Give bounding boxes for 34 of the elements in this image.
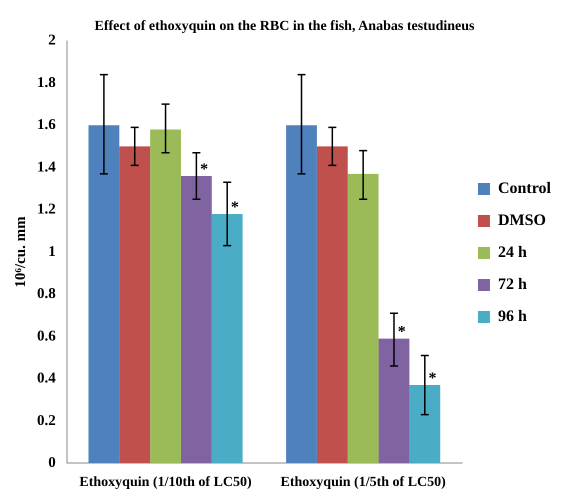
data-label: *: [398, 324, 406, 341]
y-axis-title: 10⁶/cu. mm: [12, 216, 29, 288]
chart-title: Effect of ethoxyquin on the RBC in the fish, Anabas testudineus: [94, 19, 476, 34]
y-tick-label: 0.2: [37, 412, 56, 429]
legend-label: 24 h: [498, 244, 527, 262]
legend-label: DMSO: [498, 212, 546, 230]
y-tick-label: 0.6: [37, 328, 56, 344]
bar: [348, 174, 379, 464]
bar: [378, 338, 410, 464]
y-tick-label: 0: [48, 455, 56, 472]
x-tick-label: Ethoxyquin (1/10th of LC50): [79, 475, 252, 490]
bar: [316, 146, 348, 464]
y-tick-label: 1.2: [37, 202, 56, 218]
bar: [286, 125, 317, 464]
y-tick-label: 1: [48, 244, 56, 260]
y-tick-label: 1.8: [37, 74, 56, 91]
legend-label: 72 h: [498, 276, 527, 294]
y-tick-label: 1.4: [37, 159, 56, 176]
bar: [409, 385, 440, 464]
y-tick-label: 1.6: [37, 117, 56, 134]
legend-label: 96 h: [498, 308, 527, 326]
legend-label: Control: [498, 180, 552, 198]
bar: [180, 176, 212, 464]
y-tick-label: 0.4: [37, 370, 56, 387]
data-label: *: [230, 199, 239, 216]
x-tick-label: Ethoxyquin (1/5th of LC50): [280, 475, 446, 490]
bar: [88, 125, 120, 464]
bar: [150, 130, 181, 464]
y-tick-label: 2: [48, 32, 56, 49]
bar: [119, 146, 150, 464]
data-label: *: [200, 161, 208, 178]
bar: [212, 214, 243, 464]
data-label: *: [428, 370, 437, 388]
y-tick-label: 0.8: [37, 286, 56, 302]
